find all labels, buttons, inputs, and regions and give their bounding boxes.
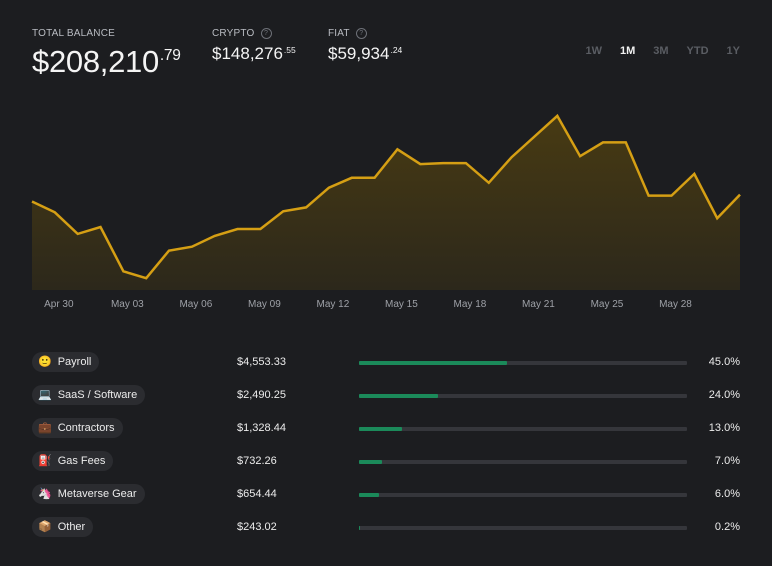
fiat-balance: FIAT? $59,934.24 bbox=[328, 28, 402, 64]
category-chip[interactable]: 💼 Contractors bbox=[32, 418, 123, 438]
total-balance-dollars: $208,210 bbox=[32, 44, 159, 79]
category-row[interactable]: 📦 Other $243.02 0.2% bbox=[32, 515, 740, 548]
range-ytd[interactable]: YTD bbox=[686, 45, 709, 57]
category-chip[interactable]: 💻 SaaS / Software bbox=[32, 385, 146, 405]
category-progress-fill bbox=[359, 427, 402, 431]
category-name: Gas Fees bbox=[57, 455, 106, 467]
category-percent: 6.0% bbox=[714, 488, 740, 500]
range-1m[interactable]: 1M bbox=[619, 45, 636, 57]
fiat-label-row: FIAT? bbox=[328, 28, 402, 39]
category-row[interactable]: 💻 SaaS / Software $2,490.25 24.0% bbox=[32, 383, 740, 416]
category-amount: $2,490.25 bbox=[237, 389, 286, 401]
help-icon[interactable]: ? bbox=[260, 28, 272, 39]
briefcase-emoji-icon: 💼 bbox=[38, 421, 52, 434]
category-progress-fill bbox=[359, 493, 379, 497]
x-tick-label: May 15 bbox=[385, 299, 418, 310]
category-percent: 45.0% bbox=[708, 356, 740, 368]
chart-line bbox=[31, 113, 741, 280]
category-amount: $732.26 bbox=[237, 455, 277, 467]
crypto-label: CRYPTO bbox=[212, 28, 255, 39]
category-progress-track bbox=[359, 460, 687, 464]
x-tick-label: May 03 bbox=[111, 299, 144, 310]
crypto-balance-value: $148,276.55 bbox=[212, 44, 296, 64]
fiat-label: FIAT bbox=[328, 28, 350, 39]
category-amount: $4,553.33 bbox=[237, 356, 286, 368]
category-progress-track bbox=[359, 526, 687, 530]
category-percent: 13.0% bbox=[708, 422, 740, 434]
balance-chart[interactable]: Apr 30 May 03 May 06 May 09 May 12 May 15 May … bbox=[0, 100, 772, 315]
chart-area-fill bbox=[32, 115, 740, 291]
category-chip[interactable]: 🙂 Payroll bbox=[32, 352, 100, 372]
category-row[interactable]: ⛽ Gas Fees $732.26 7.0% bbox=[32, 449, 740, 482]
range-1y[interactable]: 1Y bbox=[726, 45, 740, 57]
total-balance-value: $208,210.79 bbox=[32, 44, 181, 80]
category-name: SaaS / Software bbox=[57, 389, 138, 401]
category-progress-fill bbox=[359, 394, 438, 398]
x-tick-label: May 06 bbox=[179, 299, 212, 310]
crypto-dollars: $148,276 bbox=[212, 44, 283, 63]
category-chip[interactable]: 🦄 Metaverse Gear bbox=[32, 484, 145, 504]
category-row[interactable]: 💼 Contractors $1,328.44 13.0% bbox=[32, 416, 740, 449]
category-percent: 0.2% bbox=[714, 521, 740, 533]
category-row[interactable]: 🦄 Metaverse Gear $654.44 6.0% bbox=[32, 482, 740, 515]
category-chip[interactable]: 📦 Other bbox=[32, 517, 94, 537]
crypto-cents: .55 bbox=[283, 44, 296, 55]
category-progress-track bbox=[359, 394, 687, 398]
crypto-label-row: CRYPTO? bbox=[212, 28, 296, 39]
x-tick-label: May 28 bbox=[659, 299, 692, 310]
x-tick-label: May 12 bbox=[317, 299, 350, 310]
fuel-pump-emoji-icon: ⛽ bbox=[38, 454, 52, 467]
x-tick-label: May 09 bbox=[248, 299, 281, 310]
category-progress-fill bbox=[359, 361, 507, 365]
category-progress-fill bbox=[359, 460, 382, 464]
help-icon[interactable]: ? bbox=[355, 28, 367, 39]
x-tick-label: May 21 bbox=[522, 299, 555, 310]
x-tick-label: May 18 bbox=[454, 299, 487, 310]
category-progress-track bbox=[359, 427, 687, 431]
category-percent: 7.0% bbox=[714, 455, 740, 467]
category-progress-track bbox=[359, 493, 687, 497]
category-name: Payroll bbox=[57, 356, 92, 368]
category-chip[interactable]: ⛽ Gas Fees bbox=[32, 451, 114, 471]
total-balance-label: TOTAL BALANCE bbox=[32, 28, 115, 39]
category-percent: 24.0% bbox=[708, 389, 740, 401]
laptop-emoji-icon: 💻 bbox=[38, 388, 52, 401]
fiat-cents: .24 bbox=[390, 44, 403, 55]
category-amount: $654.44 bbox=[237, 488, 277, 500]
x-tick-label: Apr 30 bbox=[44, 299, 74, 310]
category-name: Metaverse Gear bbox=[57, 488, 137, 500]
total-balance-cents: .79 bbox=[159, 47, 181, 65]
package-emoji-icon: 📦 bbox=[38, 520, 52, 533]
unicorn-emoji-icon: 🦄 bbox=[38, 487, 52, 500]
smile-emoji-icon: 🙂 bbox=[38, 355, 52, 368]
fiat-dollars: $59,934 bbox=[328, 44, 390, 63]
category-name: Contractors bbox=[57, 422, 115, 434]
category-row[interactable]: 🙂 Payroll $4,553.33 45.0% bbox=[32, 350, 740, 383]
time-range-selector: 1W 1M 3M YTD 1Y bbox=[567, 45, 740, 57]
range-1w[interactable]: 1W bbox=[585, 45, 602, 57]
spending-categories: 🙂 Payroll $4,553.33 45.0% 💻 SaaS / Software $2… bbox=[32, 350, 740, 548]
category-amount: $1,328.44 bbox=[237, 422, 286, 434]
crypto-balance: CRYPTO? $148,276.55 bbox=[212, 28, 296, 64]
category-progress-fill bbox=[359, 526, 360, 530]
total-balance: TOTAL BALANCE $208,210.79 bbox=[32, 28, 181, 80]
range-3m[interactable]: 3M bbox=[653, 45, 669, 57]
fiat-balance-value: $59,934.24 bbox=[328, 44, 402, 64]
x-tick-label: May 25 bbox=[591, 299, 624, 310]
category-name: Other bbox=[57, 521, 86, 533]
category-amount: $243.02 bbox=[237, 521, 277, 533]
category-progress-track bbox=[359, 361, 687, 365]
